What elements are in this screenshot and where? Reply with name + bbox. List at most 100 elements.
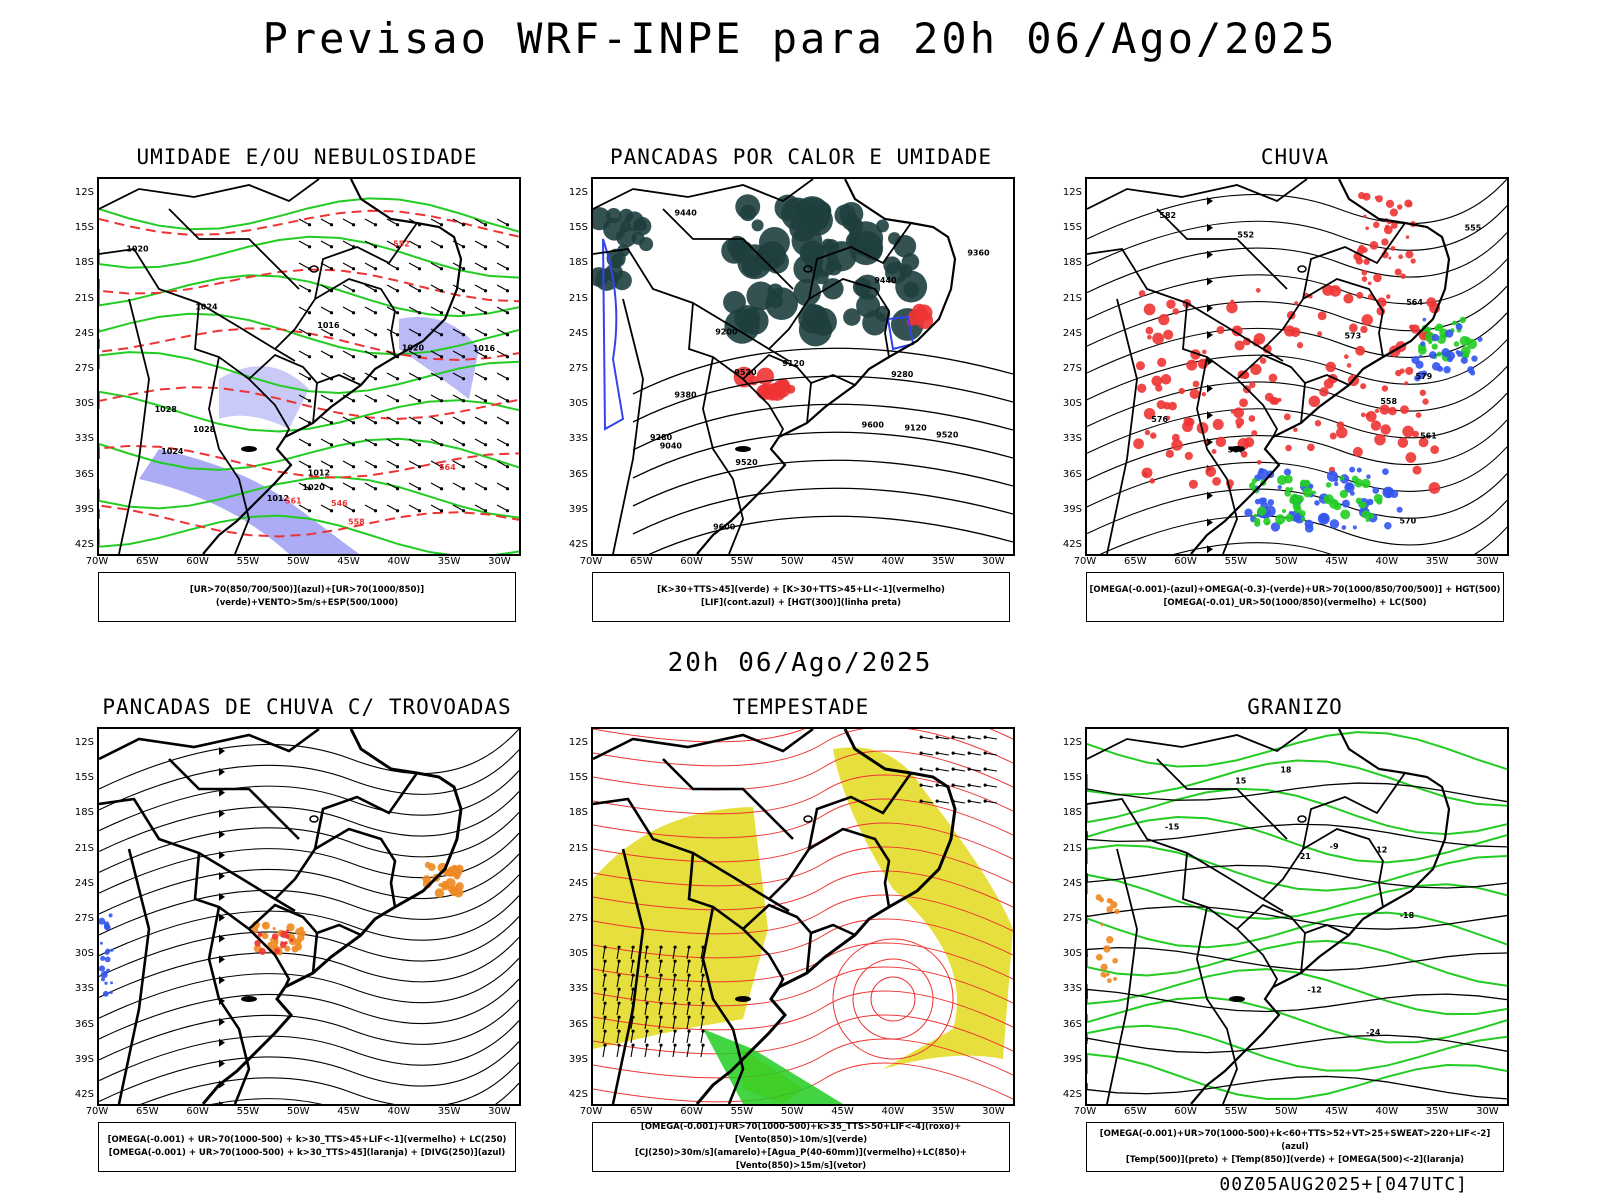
legend-line: [OMEGA(-0.001)+UR>70(1000-500)+k>35_TTS>… — [640, 1122, 962, 1145]
map-canvas-tempestade — [593, 729, 1013, 1104]
contour-label: 18 — [1280, 765, 1292, 774]
lat-tick-label: 30S — [1062, 398, 1082, 410]
contour-label: -12 — [1307, 986, 1321, 995]
lat-tick-label: 15S — [74, 772, 94, 784]
lat-tick-label: 39S — [568, 1053, 588, 1065]
lon-tick-label: 30W — [982, 1106, 1005, 1117]
lat-tick-label: 24S — [568, 877, 588, 889]
lat-tick-label: 15S — [1062, 222, 1082, 234]
lon-tick-label: 55W — [1224, 1106, 1248, 1117]
lat-tick-label: 36S — [74, 1018, 94, 1030]
lon-tick-label: 45W — [1325, 556, 1348, 567]
lon-tick-label: 60W — [1174, 556, 1197, 567]
contour-label: 9280 — [891, 370, 914, 379]
contour-label: 15 — [1235, 776, 1247, 785]
lat-tick-label: 36S — [568, 468, 588, 480]
lon-tick-label: 55W — [1224, 556, 1248, 567]
contour-label: 9200 — [715, 328, 738, 337]
lat-tick-label: 42S — [568, 1089, 588, 1100]
lat-tick-label: 12S — [74, 737, 94, 748]
contour-label: 9040 — [660, 441, 683, 450]
legend-line: [OMEGA(-0.01)_UR>50(1000/850)(vermelho) … — [1163, 598, 1427, 608]
lon-tick-label: 50W — [1274, 1106, 1298, 1117]
lon-tick-label: 30W — [982, 556, 1005, 567]
panel-title-trovoadas: PANCADAS DE CHUVA C/ TROVOADAS — [102, 695, 512, 719]
lat-tick-label: 18S — [568, 807, 588, 819]
lat-tick-label: 30S — [74, 398, 94, 410]
lon-tick-label: 40W — [387, 556, 411, 567]
contour-label: 546 — [331, 499, 348, 508]
lon-tick-label: 60W — [1174, 1106, 1197, 1117]
lat-tick-label: 15S — [1062, 772, 1082, 784]
lon-tick-label: 70W — [85, 1106, 109, 1117]
map-canvas-trovoadas — [99, 729, 519, 1104]
contour-label: 558 — [1380, 397, 1397, 406]
legend-line: [OMEGA(-0.001) + UR>70(1000-500) + k>30_… — [108, 1148, 506, 1158]
lat-tick-label: 36S — [1062, 468, 1082, 480]
lat-tick-label: 24S — [74, 327, 94, 339]
legend-line: [CJ(250)>30m/s](amarelo)+[Agua_P(40-60mm… — [634, 1148, 968, 1171]
legend-line: [K>30+TTS>45](verde) + [K>30+TTS>45+LI<-… — [657, 585, 945, 595]
lon-tick-label: 50W — [286, 556, 310, 567]
contour-label: 576 — [1151, 415, 1168, 424]
legend-pancadas-calor: [K>30+TTS>45](verde) + [K>30+TTS>45+LI<-… — [592, 572, 1010, 622]
lon-tick-label: 30W — [488, 1106, 511, 1117]
lon-tick-label: 40W — [1375, 556, 1399, 567]
lon-tick-label: 30W — [488, 556, 511, 567]
lat-tick-label: 33S — [74, 433, 94, 445]
lat-tick-label: 12S — [568, 187, 588, 198]
lat-tick-label: 33S — [74, 983, 94, 995]
lat-tick-label: 36S — [74, 468, 94, 480]
map-umidade: 1012 1012 1016 1020 1016 1024 1020 1028 1020 1024… — [97, 177, 521, 556]
contour-label: 570 — [1399, 517, 1416, 526]
contour-label: 1016 — [473, 344, 496, 353]
lon-tick-label: 45W — [337, 1106, 360, 1117]
map-canvas-granizo: 12 15 18 -9 -12 -15 -18 -21 -24 — [1087, 729, 1507, 1104]
contour-label: 561 — [1420, 432, 1437, 441]
panel-title-chuva: CHUVA — [1260, 145, 1330, 169]
contour-label: -9 — [1330, 842, 1339, 851]
lat-tick-label: 18S — [74, 807, 94, 819]
lat-tick-label: 27S — [74, 913, 94, 924]
lat-tick-label: 42S — [74, 1089, 94, 1100]
map-tempestade — [591, 727, 1015, 1106]
lon-tick-label: 60W — [680, 1106, 703, 1117]
panel-title-tempestade: TEMPESTADE — [732, 695, 870, 719]
contour-label: 552 — [1237, 230, 1254, 239]
lat-tick-label: 24S — [74, 877, 94, 889]
lon-tick-label: 40W — [1375, 1106, 1399, 1117]
lat-tick-label: 18S — [1062, 257, 1082, 269]
lon-tick-label: 35W — [437, 1106, 461, 1117]
lat-tick-label: 33S — [1062, 433, 1082, 445]
contour-label: 9520 — [735, 458, 758, 467]
contour-label: 567 — [1227, 445, 1244, 454]
lon-tick-label: 35W — [437, 556, 461, 567]
lat-tick-label: 33S — [1062, 983, 1082, 995]
legend-line: [OMEGA(-0.001)+UR>70(1000-500)+k<60+TTS>… — [1099, 1128, 1491, 1152]
legend-umidade: [UR>70(850/700/500)](azul)+[UR>70(1000/8… — [98, 572, 516, 622]
lon-tick-label: 65W — [1123, 556, 1147, 567]
contour-label: 1020 — [303, 483, 326, 492]
lat-tick-label: 42S — [568, 539, 588, 550]
contour-label: 9280 — [650, 433, 673, 442]
lat-tick-label: 30S — [74, 948, 94, 960]
contour-label: 1012 — [308, 469, 330, 478]
contour-label: -18 — [1400, 911, 1415, 920]
contour-label: -21 — [1296, 852, 1311, 861]
lon-tick-label: 55W — [730, 556, 754, 567]
contour-label: 561 — [285, 497, 302, 506]
lon-tick-label: 40W — [881, 1106, 905, 1117]
lon-tick-label: 35W — [1425, 1106, 1449, 1117]
lat-tick-label: 42S — [74, 539, 94, 550]
lat-tick-label: 15S — [568, 222, 588, 234]
lat-tick-label: 15S — [568, 772, 588, 784]
lon-tick-label: 65W — [135, 1106, 159, 1117]
lon-tick-label: 65W — [629, 556, 653, 567]
lat-tick-label: 39S — [74, 1053, 94, 1065]
map-trovoadas — [97, 727, 521, 1106]
lon-tick-label: 45W — [831, 1106, 854, 1117]
contour-label: 1028 — [155, 405, 178, 414]
legend-line: [Temp(500)](preto) + [Temp(850)](verde) … — [1125, 1154, 1465, 1165]
map-granizo: 12 15 18 -9 -12 -15 -18 -21 -24 — [1085, 727, 1509, 1106]
lon-tick-label: 70W — [579, 1106, 603, 1117]
